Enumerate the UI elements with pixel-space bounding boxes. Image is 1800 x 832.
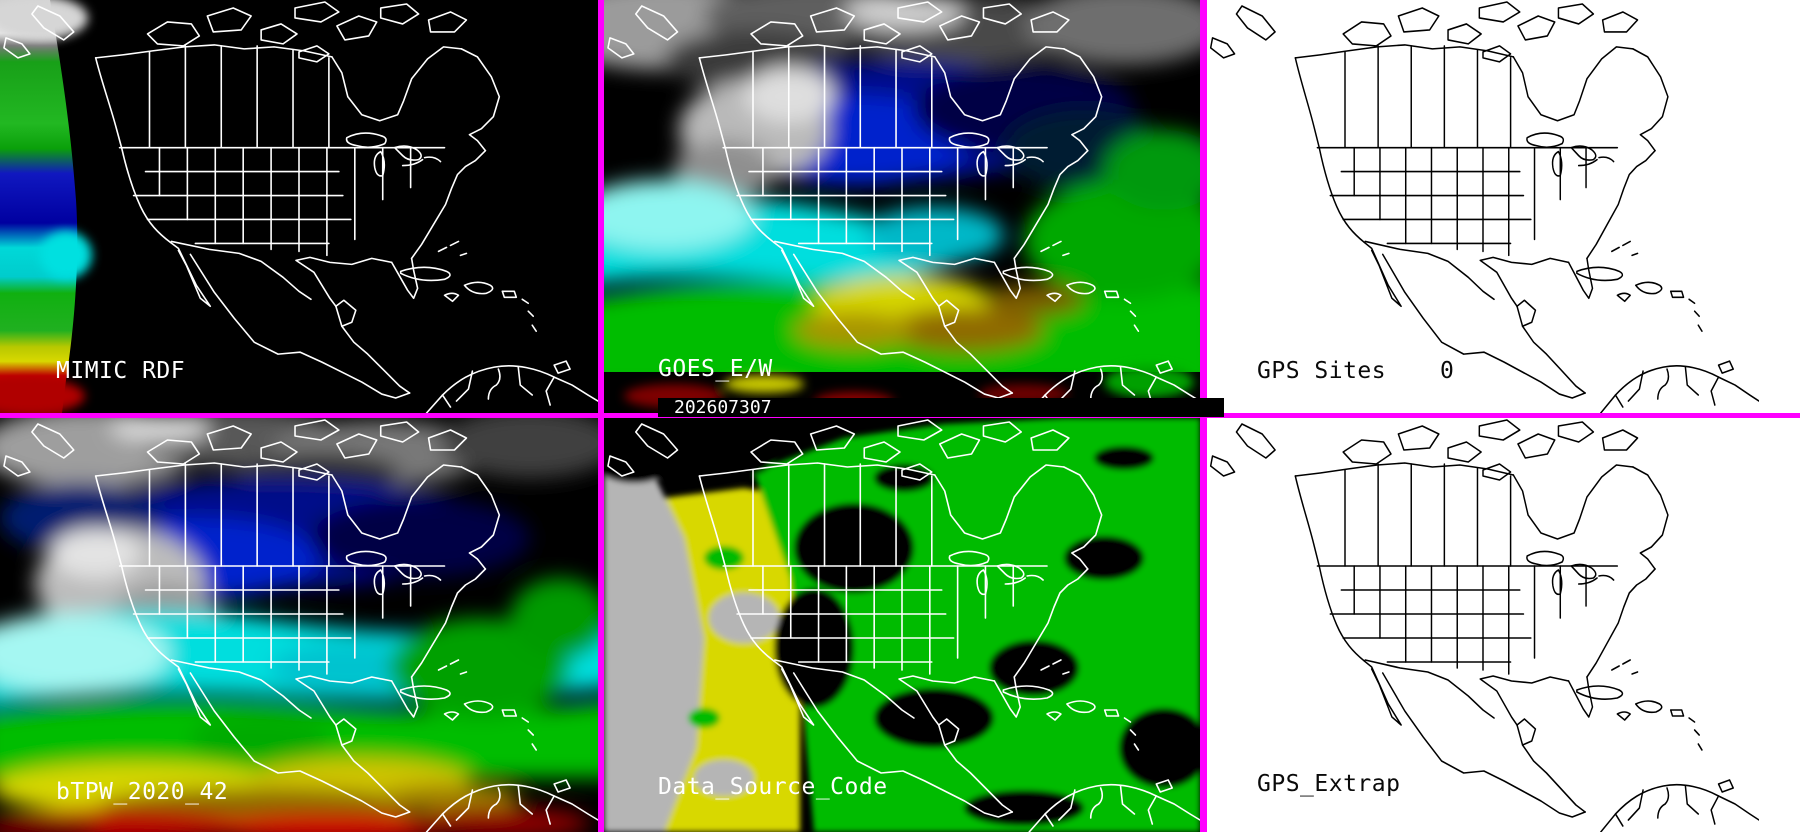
panel-label-data-source: Data_Source_Code bbox=[658, 774, 888, 800]
panel-label-btpw: bTPW_2020_42 bbox=[56, 779, 229, 805]
timestamp-text: 202607307 bbox=[674, 396, 772, 418]
panel-goes-ew: GOES_E/W bbox=[604, 0, 1200, 413]
map-outline bbox=[1207, 0, 1759, 413]
map-outline bbox=[0, 418, 598, 832]
panel-data-source-code: Data_Source_Code bbox=[604, 418, 1200, 832]
panel-btpw: bTPW_2020_42 bbox=[0, 418, 598, 832]
gps-sites-count: 0 bbox=[1440, 358, 1455, 384]
map-outline bbox=[604, 0, 1200, 413]
panel-label-goes: GOES_E/W bbox=[658, 356, 773, 382]
panel-gps-sites: GPS Sites 0 bbox=[1207, 0, 1800, 413]
panel-label-gps-extrap: GPS_Extrap bbox=[1257, 771, 1401, 797]
timestamp-band: 202607307 bbox=[658, 398, 1224, 417]
map-outline bbox=[0, 0, 598, 413]
panel-label-mimic: MIMIC RDF bbox=[56, 358, 186, 384]
panel-label-gps-sites: GPS Sites bbox=[1257, 358, 1387, 384]
panel-gps-extrap: GPS_Extrap bbox=[1207, 418, 1800, 832]
mimic-swath-imagery bbox=[0, 0, 92, 413]
panel-mimic-rdf: MIMIC RDF bbox=[0, 0, 598, 413]
map-outline bbox=[604, 418, 1200, 832]
map-outline bbox=[1207, 418, 1759, 832]
data-source-imagery bbox=[604, 418, 1200, 832]
